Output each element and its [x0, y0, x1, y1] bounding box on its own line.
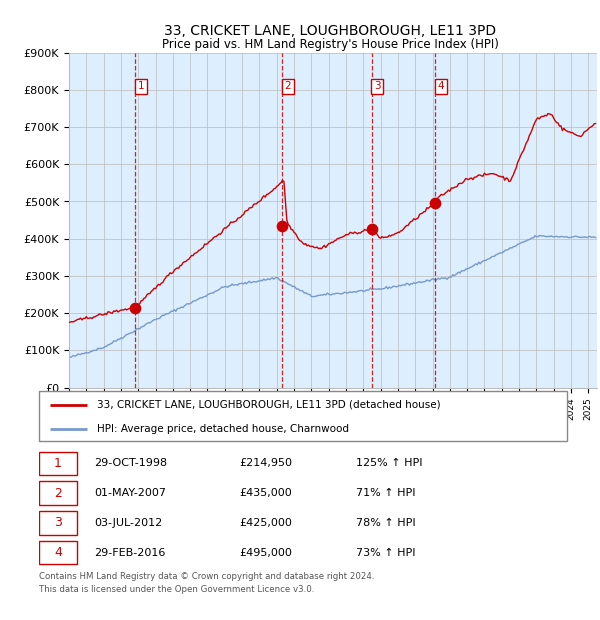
Text: 3: 3 — [54, 516, 62, 529]
Point — [131, 303, 140, 312]
Text: 1: 1 — [54, 457, 62, 470]
Text: Price paid vs. HM Land Registry's House Price Index (HPI): Price paid vs. HM Land Registry's House … — [161, 38, 499, 51]
FancyBboxPatch shape — [39, 482, 77, 505]
Text: 125% ↑ HPI: 125% ↑ HPI — [356, 458, 422, 469]
Text: 4: 4 — [54, 546, 62, 559]
Point — [367, 224, 377, 234]
Text: HPI: Average price, detached house, Charnwood: HPI: Average price, detached house, Char… — [97, 423, 349, 434]
Point — [278, 221, 287, 231]
FancyBboxPatch shape — [39, 452, 77, 475]
Text: 73% ↑ HPI: 73% ↑ HPI — [356, 547, 415, 558]
FancyBboxPatch shape — [39, 391, 567, 441]
Text: 33, CRICKET LANE, LOUGHBOROUGH, LE11 3PD (detached house): 33, CRICKET LANE, LOUGHBOROUGH, LE11 3PD… — [97, 400, 441, 410]
Text: 3: 3 — [374, 81, 380, 91]
Text: 01-MAY-2007: 01-MAY-2007 — [94, 488, 166, 498]
Text: £214,950: £214,950 — [239, 458, 293, 469]
FancyBboxPatch shape — [39, 512, 77, 534]
Text: 2: 2 — [54, 487, 62, 500]
Text: This data is licensed under the Open Government Licence v3.0.: This data is licensed under the Open Gov… — [39, 585, 314, 595]
Text: 4: 4 — [437, 81, 444, 91]
Text: 2: 2 — [284, 81, 291, 91]
Text: 71% ↑ HPI: 71% ↑ HPI — [356, 488, 415, 498]
FancyBboxPatch shape — [39, 541, 77, 564]
Text: 1: 1 — [137, 81, 144, 91]
Text: £425,000: £425,000 — [239, 518, 293, 528]
Text: 33, CRICKET LANE, LOUGHBOROUGH, LE11 3PD: 33, CRICKET LANE, LOUGHBOROUGH, LE11 3PD — [164, 24, 496, 38]
Text: 03-JUL-2012: 03-JUL-2012 — [94, 518, 163, 528]
Text: 29-OCT-1998: 29-OCT-1998 — [94, 458, 167, 469]
Point — [431, 198, 440, 208]
Text: £495,000: £495,000 — [239, 547, 293, 558]
Text: 29-FEB-2016: 29-FEB-2016 — [94, 547, 166, 558]
Text: 78% ↑ HPI: 78% ↑ HPI — [356, 518, 415, 528]
Text: £435,000: £435,000 — [239, 488, 292, 498]
Text: Contains HM Land Registry data © Crown copyright and database right 2024.: Contains HM Land Registry data © Crown c… — [39, 572, 374, 581]
